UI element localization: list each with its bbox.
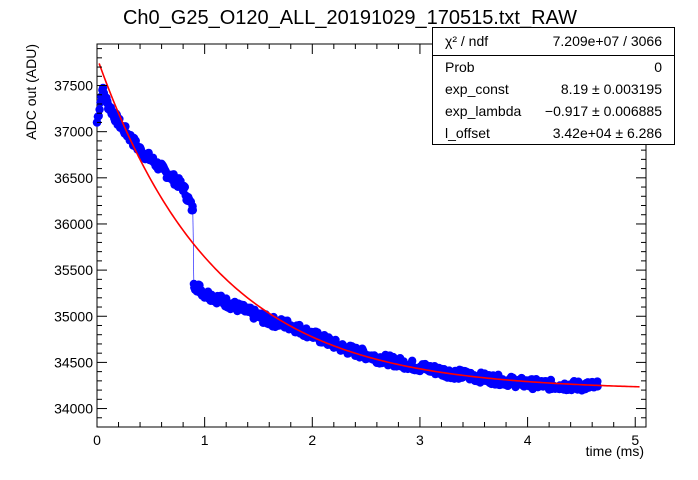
data-point xyxy=(95,105,104,114)
chi2-value: 7.209e+07 / 3066 xyxy=(552,33,662,49)
stats-label: l_offset xyxy=(445,125,490,141)
data-point xyxy=(221,298,231,307)
data-point xyxy=(200,288,209,298)
stats-header-row: χ² / ndf 7.209e+07 / 3066 xyxy=(433,28,674,56)
x-axis-label: time (ms) xyxy=(586,443,644,459)
data-point xyxy=(103,99,112,109)
chi2-label: χ² / ndf xyxy=(445,33,489,49)
x-tick-label: 3 xyxy=(416,432,424,448)
fit-stats-box: χ² / ndf 7.209e+07 / 3066 Prob 0 exp_con… xyxy=(432,27,675,145)
stats-label: exp_const xyxy=(445,81,509,97)
data-point xyxy=(407,356,417,366)
data-point xyxy=(98,85,107,95)
y-tick-label: 37000 xyxy=(54,124,93,140)
data-point xyxy=(178,182,188,192)
stats-row-exp-lambda: exp_lambda −0.917 ± 0.006885 xyxy=(433,100,674,122)
x-tick-label: 4 xyxy=(524,432,532,448)
y-tick-label: 35000 xyxy=(54,308,93,324)
x-tick-label: 5 xyxy=(631,432,639,448)
x-tick-label: 2 xyxy=(308,432,316,448)
discontinuity-line xyxy=(192,210,195,284)
plot-frame xyxy=(96,43,647,428)
y-tick-label: 34500 xyxy=(54,354,93,370)
y-tick-label: 36500 xyxy=(54,170,93,186)
stats-row-prob: Prob 0 xyxy=(433,56,674,78)
x-tick-label: 1 xyxy=(201,432,209,448)
data-series xyxy=(92,83,602,395)
stats-row-l-offset: l_offset 3.42e+04 ± 6.286 xyxy=(433,122,674,144)
plot-frame-rect xyxy=(96,43,647,428)
stats-value: −0.917 ± 0.006885 xyxy=(544,103,662,119)
data-point xyxy=(188,205,198,215)
stats-row-exp-const: exp_const 8.19 ± 0.003195 xyxy=(433,78,674,100)
stats-label: Prob xyxy=(445,59,475,75)
data-point xyxy=(157,164,166,173)
fit-curve-layer xyxy=(98,63,640,388)
stats-label: exp_lambda xyxy=(445,103,522,119)
y-tick-label: 35500 xyxy=(54,262,93,278)
y-axis-ticks: 34000 34500 35000 35500 36000 36500 37000 37500 xyxy=(54,48,646,428)
data-point xyxy=(146,155,156,164)
y-tick-label: 36000 xyxy=(54,216,93,232)
stats-value: 0 xyxy=(654,59,662,75)
y-tick-label: 34000 xyxy=(54,401,93,417)
data-point xyxy=(555,381,565,390)
stats-value: 3.42e+04 ± 6.286 xyxy=(552,125,662,141)
data-point xyxy=(265,316,274,326)
data-point xyxy=(168,173,177,183)
x-tick-label: 0 xyxy=(93,432,101,448)
data-point xyxy=(189,279,199,289)
data-point xyxy=(593,382,602,391)
data-point xyxy=(94,111,103,121)
data-point xyxy=(243,307,252,316)
x-axis-ticks: 0 1 2 3 4 5 xyxy=(93,44,639,448)
data-point xyxy=(135,145,145,155)
data-point xyxy=(114,118,123,127)
fit-curve xyxy=(98,63,640,388)
chart-title: Ch0_G25_O120_ALL_20191029_170515.txt_RAW xyxy=(123,7,577,29)
stats-value: 8.19 ± 0.003195 xyxy=(560,81,662,97)
y-tick-label: 37500 xyxy=(54,78,93,94)
y-axis-label: ADC out (ADU) xyxy=(23,44,39,140)
